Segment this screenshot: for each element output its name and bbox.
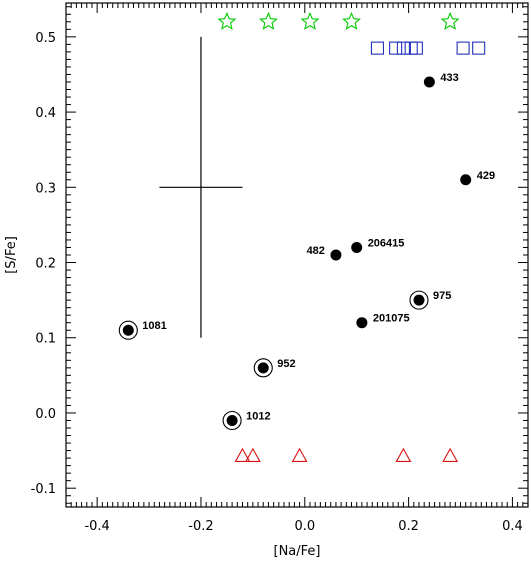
star-point (300, 11, 320, 30)
star-point (440, 11, 460, 30)
point-label: 975 (433, 290, 451, 302)
point-ring (222, 410, 242, 431)
star-point (217, 11, 237, 30)
chart-marks: 433 429 206415 482 975 201075 1081 952 1012 (118, 11, 495, 462)
point-ring (253, 358, 273, 378)
y-tick-label: 0.1 (35, 332, 56, 347)
square-point (456, 41, 470, 55)
y-tick-label: 0.0 (35, 407, 56, 422)
x-tick-label: 0.4 (502, 519, 523, 534)
data-point (226, 414, 238, 426)
point-label: 433 (440, 72, 458, 84)
square-point (404, 41, 418, 55)
square-point (370, 41, 385, 55)
y-tick-label: 0.5 (35, 31, 56, 46)
square-point (409, 41, 423, 55)
star-point (342, 11, 361, 30)
square-point (472, 41, 486, 55)
triangle-point (442, 447, 459, 462)
triangle-point (244, 447, 261, 462)
point-ring (118, 320, 138, 340)
y-tick-label: -0.1 (31, 482, 56, 497)
star-point (258, 11, 278, 30)
point-label: 206415 (368, 237, 405, 249)
point-label: 1012 (246, 410, 270, 422)
point-label: 429 (477, 170, 495, 182)
x-tick-label: -0.2 (188, 519, 213, 534)
y-tick-label: 0.3 (35, 181, 56, 196)
data-point (460, 174, 472, 186)
data-point (351, 241, 363, 253)
x-axis-ticks: -0.4 -0.2 0.0 0.2 0.4 (70, 3, 524, 534)
data-point (423, 76, 435, 88)
triangle-point (395, 447, 412, 462)
point-label: 482 (307, 245, 325, 257)
x-tick-label: -0.4 (84, 519, 109, 534)
triangle-point (291, 447, 308, 462)
data-point (330, 249, 342, 261)
x-tick-label: 0.2 (398, 519, 419, 534)
y-axis-ticks: -0.1 0.0 0.1 0.2 0.3 0.4 0.5 (31, 6, 528, 504)
point-label: 201075 (373, 313, 410, 325)
y-tick-label: 0.4 (35, 106, 56, 121)
y-axis-label: [S/Fe] (4, 236, 19, 274)
point-ring (409, 290, 429, 310)
square-point (396, 41, 410, 55)
data-point (257, 362, 269, 374)
point-label: 952 (277, 358, 295, 370)
point-label: 1081 (142, 320, 166, 332)
y-tick-label: 0.2 (35, 257, 56, 272)
data-point (356, 317, 368, 329)
data-point (413, 294, 425, 306)
triangle-point (234, 447, 251, 462)
data-point (122, 324, 134, 336)
x-axis-label: [Na/Fe] (274, 544, 321, 559)
x-tick-label: 0.0 (294, 519, 315, 534)
square-point (389, 41, 403, 55)
